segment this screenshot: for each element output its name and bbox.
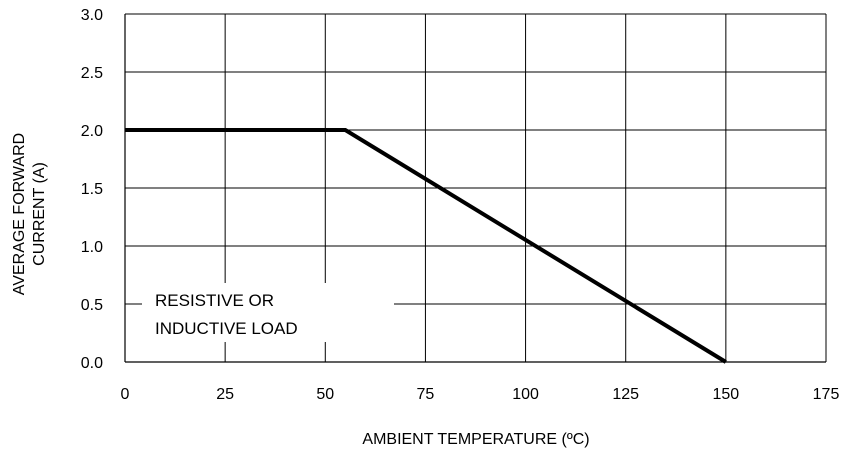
x-tick-label: 150 bbox=[713, 386, 740, 403]
x-tick-label: 0 bbox=[121, 386, 130, 403]
plot-area bbox=[124, 14, 826, 363]
x-tick-label: 75 bbox=[417, 386, 435, 403]
y-tick-labels: 0.0 0.5 1.0 1.5 2.0 2.5 3.0 bbox=[81, 7, 103, 372]
x-tick-label: 25 bbox=[216, 386, 234, 403]
y-axis-title-line-2: CURRENT (A) bbox=[31, 162, 48, 266]
x-tick-labels: 0 25 50 75 100 125 150 175 bbox=[121, 386, 840, 403]
x-tick-label: 100 bbox=[512, 386, 539, 403]
x-tick-label: 175 bbox=[813, 386, 840, 403]
y-tick-label: 2.5 bbox=[81, 65, 103, 82]
x-axis-title: AMBIENT TEMPERATURE (ºC) bbox=[362, 431, 589, 448]
y-tick-label: 1.0 bbox=[81, 239, 103, 256]
y-tick-label: 0.5 bbox=[81, 297, 103, 314]
grid bbox=[124, 13, 827, 363]
y-tick-label: 0.0 bbox=[81, 355, 103, 372]
annotation-line-2: INDUCTIVE LOAD bbox=[155, 319, 298, 338]
x-tick-label: 50 bbox=[316, 386, 334, 403]
y-tick-label: 2.0 bbox=[81, 123, 103, 140]
y-axis-title-line-1: AVERAGE FORWARD bbox=[11, 133, 28, 295]
series-line-0 bbox=[125, 128, 727, 364]
series-layer bbox=[125, 128, 727, 364]
annotation-line-1: RESISTIVE OR bbox=[155, 291, 274, 310]
x-tick-label: 125 bbox=[612, 386, 639, 403]
annotation-background bbox=[142, 283, 394, 342]
y-tick-label: 1.5 bbox=[81, 181, 103, 198]
y-tick-label: 3.0 bbox=[81, 7, 103, 24]
